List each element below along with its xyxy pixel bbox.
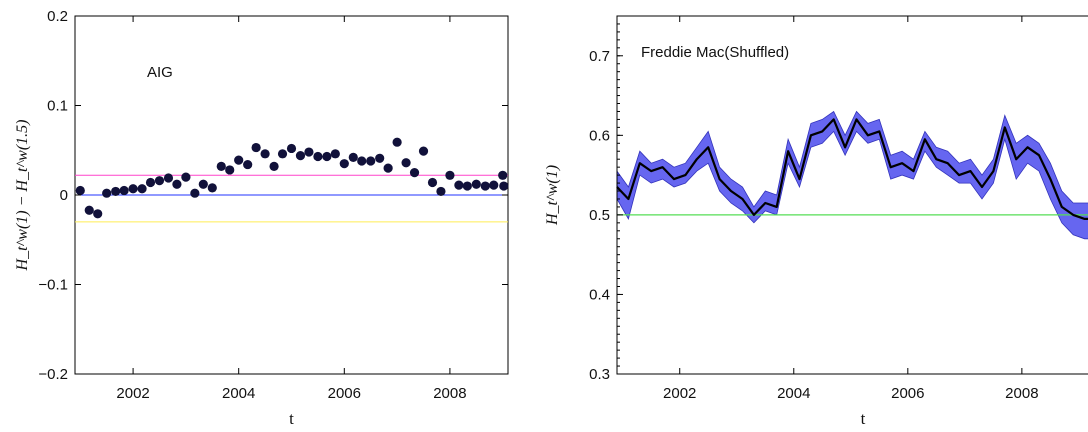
freddie-mac-y-tick-label: 0.3 [589, 366, 610, 383]
aig-data-point [137, 184, 147, 194]
aig-x-tick-label: 2004 [222, 385, 255, 402]
aig-x-tick-label: 2006 [328, 385, 361, 402]
freddie-mac-x-axis-label: t [861, 409, 866, 428]
aig-x-tick-label: 2002 [116, 385, 149, 402]
aig-x-ticks: 2002 2004 2006 2008 [116, 16, 467, 402]
aig-data-point [357, 156, 367, 166]
aig-data-point [418, 146, 429, 156]
aig-data-point [480, 181, 490, 191]
aig-data-point [313, 151, 323, 162]
freddie-mac-y-tick-label: 0.4 [589, 286, 610, 303]
aig-annotation: AIG [147, 64, 173, 81]
freddie-mac-y-ticks: 0.3 0.4 0.5 0.6 0.7 [589, 15, 623, 383]
aig-data-point [234, 155, 244, 165]
aig-data-point [427, 177, 438, 188]
aig-data-point [471, 179, 481, 189]
freddie-mac-annotation: Freddie Mac(Shuffled) [641, 44, 789, 61]
aig-data-point [392, 137, 402, 147]
aig-data-point [489, 180, 499, 190]
aig-x-tick-label: 2008 [433, 385, 466, 402]
aig-data-point [251, 142, 261, 153]
freddie-mac-y-tick-label: 0.6 [589, 127, 610, 144]
aig-data-point [84, 205, 94, 215]
aig-data-point [409, 168, 420, 178]
freddie-mac-x-tick-label: 2002 [663, 385, 696, 402]
freddie-mac-band-area [616, 110, 1088, 240]
aig-data-point [348, 152, 358, 163]
aig-data-point [295, 151, 306, 161]
aig-y-tick-label: −0.1 [38, 277, 68, 294]
aig-data-point [190, 188, 200, 198]
aig-data-point [260, 149, 270, 159]
aig-data-point [462, 181, 472, 191]
aig-panel: 2002 2004 2006 2008 −0.2 −0.1 0 0.1 0.2 AIG t H… [14, 8, 509, 428]
aig-data-point [304, 147, 314, 157]
freddie-mac-y-tick-label: 0.5 [589, 207, 610, 224]
aig-y-ticks: −0.2 −0.1 0 0.1 0.2 [38, 8, 508, 383]
aig-data-point [499, 181, 509, 191]
aig-data-point [277, 149, 288, 159]
aig-data-point [269, 161, 279, 171]
aig-y-axis-label: H_t^w(1) − H_t^w(1.5) [14, 120, 31, 272]
freddie-mac-confidence-band [616, 110, 1088, 240]
freddie-mac-series-line [616, 118, 1088, 220]
aig-data-point [75, 185, 85, 196]
aig-y-tick-label: 0.1 [47, 98, 68, 115]
freddie-mac-x-tick-label: 2006 [891, 385, 924, 402]
aig-data-point [119, 185, 129, 196]
aig-data-point [375, 153, 385, 163]
aig-y-tick-label: 0.2 [47, 8, 68, 25]
aig-data-point [286, 143, 297, 154]
freddie-mac-plot-frame [616, 15, 1088, 375]
aig-data-point [111, 186, 121, 197]
aig-data-point [102, 188, 112, 198]
aig-data-point [436, 186, 446, 197]
freddie-mac-mean-line [616, 118, 1088, 220]
freddie-mac-x-tick-label: 2004 [777, 385, 810, 402]
aig-data-point [181, 172, 191, 182]
aig-x-axis-label: t [289, 409, 294, 428]
aig-data-point [163, 173, 174, 183]
aig-y-tick-label: −0.2 [38, 366, 68, 383]
aig-data-point [198, 179, 208, 189]
aig-data-point [445, 170, 455, 180]
aig-data-point [225, 165, 235, 175]
aig-reference-lines [75, 174, 508, 223]
aig-data-point [383, 163, 393, 173]
freddie-mac-y-tick-label: 0.7 [589, 48, 610, 65]
aig-data-point [145, 177, 156, 188]
aig-data-point [498, 170, 508, 180]
aig-data-point [128, 184, 138, 194]
aig-data-point [322, 151, 332, 162]
aig-data-point [207, 183, 217, 193]
aig-data-point [243, 159, 253, 170]
freddie-mac-panel: 2002 2004 2006 2008 0.3 0.4 0.5 0.6 0.7 Freddie… [544, 15, 1088, 428]
aig-data-point [366, 156, 376, 166]
aig-data-point [339, 159, 349, 169]
freddie-mac-y-axis-label: H_t^w(1) [544, 165, 561, 226]
aig-data-point [172, 179, 182, 189]
aig-data-point [154, 176, 165, 186]
aig-data-point [216, 161, 226, 171]
freddie-mac-x-tick-label: 2008 [1005, 385, 1038, 402]
freddie-mac-x-ticks: 2002 2004 2006 2008 [663, 16, 1039, 402]
aig-data-point [93, 209, 103, 219]
aig-data-point [330, 149, 340, 159]
aig-data-point [454, 180, 464, 190]
aig-y-tick-label: 0 [60, 187, 68, 204]
aig-points [75, 137, 509, 219]
aig-data-point [401, 158, 411, 168]
